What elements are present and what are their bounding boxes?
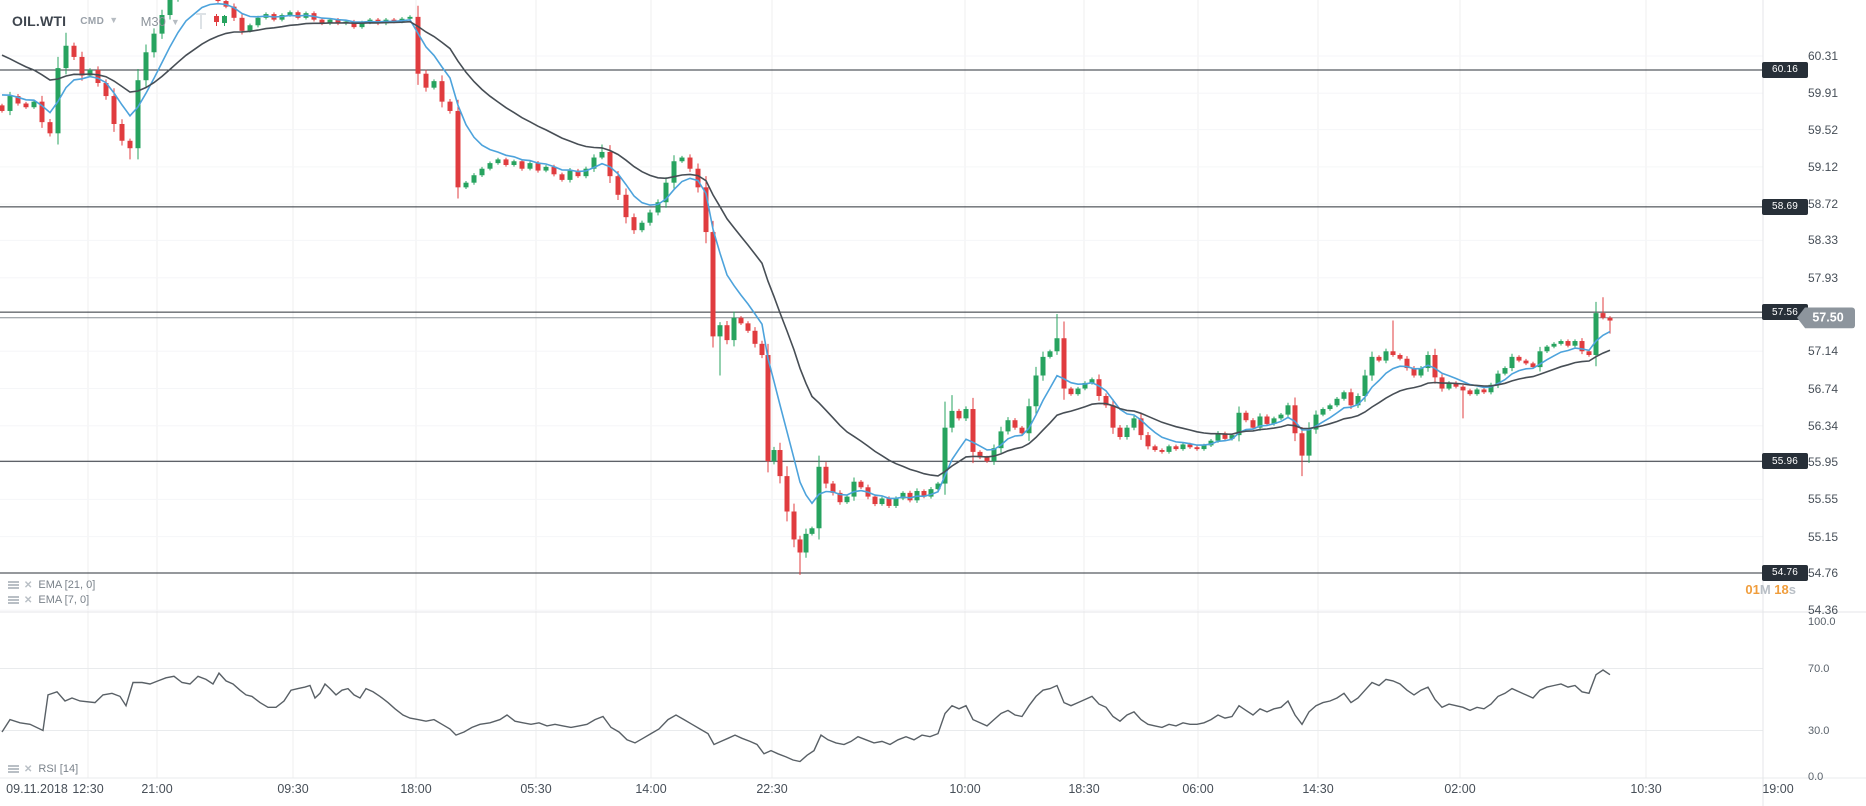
price-tick-label: 60.31 [1808, 49, 1839, 63]
crosshair-cursor-icon[interactable] [195, 13, 206, 29]
symbol-label: OIL.WTI [12, 13, 67, 29]
ema7-line [1, 2, 1611, 505]
market-dropdown[interactable]: CMD ▼ [80, 14, 119, 27]
time-tick-label: 14:30 [1302, 782, 1334, 796]
time-tick-label: 09:30 [277, 782, 309, 796]
market-label: CMD [80, 15, 105, 27]
time-tick-label: 12:30 [72, 782, 104, 796]
close-icon[interactable]: ✕ [24, 579, 33, 591]
time-tick-label: 10:00 [949, 782, 981, 796]
candles[interactable] [0, 0, 1613, 575]
countdown-minutes-unit: M [1759, 582, 1771, 597]
price-level-badge: 58.69 [1762, 198, 1808, 215]
price-level-badge: 54.76 [1762, 564, 1808, 581]
indicator-settings-icon[interactable] [8, 595, 19, 605]
price-tick-label: 59.91 [1808, 86, 1839, 101]
time-tick-label: 02:00 [1444, 782, 1476, 796]
rsi-tick-label: 100.0 [1808, 616, 1836, 628]
ema21-label: EMA [21, 0] [38, 579, 96, 591]
price-tick-label: 55.55 [1808, 492, 1839, 507]
rsi-tick-label: 30.0 [1808, 724, 1830, 737]
countdown-minutes: 01 [1745, 582, 1760, 597]
chart-toolbar: OIL.WTI CMD ▼ M30 ▼ [12, 12, 230, 30]
price-tick-label: 59.12 [1808, 159, 1839, 174]
close-icon[interactable]: ✕ [24, 763, 33, 775]
price-tick-label: 54.36 [1808, 603, 1839, 618]
time-tick-label: 22:30 [756, 782, 788, 796]
price-tick-label: 56.74 [1808, 381, 1839, 396]
countdown-seconds-unit: s [1788, 582, 1796, 597]
indicator-row-ema7: ✕ EMA [7, 0] [8, 594, 89, 606]
chevron-down-icon: ▼ [109, 14, 119, 25]
time-tick-label: 10:30 [1630, 782, 1662, 796]
candle-countdown-timer: 01M 18s [1745, 582, 1796, 597]
rsi-tick-label: 0.0 [1808, 771, 1824, 783]
time-tick-label: 18:30 [1068, 782, 1100, 796]
indicator-settings-icon[interactable] [8, 580, 19, 590]
price-tick-label: 59.52 [1808, 122, 1839, 137]
ema7-label: EMA [7, 0] [38, 594, 90, 606]
price-level-badge: 55.96 [1762, 453, 1808, 470]
time-axis[interactable]: 09.11.2018 12:30 21:00 09:30 18:00 05:30 14:00… [0, 778, 1866, 806]
close-icon[interactable]: ✕ [24, 594, 33, 606]
indicator-row-ema21: ✕ EMA [21, 0] [8, 579, 95, 591]
candlestick-chart-type-icon[interactable] [213, 12, 230, 30]
price-tick-label: 55.95 [1808, 455, 1839, 470]
ema21-line [1, 20, 1611, 477]
current-price-badge: 57.50 [1797, 307, 1855, 329]
rsi-tick-label: 70.0 [1808, 662, 1830, 675]
rsi-label: RSI [14] [38, 763, 79, 775]
price-tick-label: 58.72 [1808, 197, 1839, 212]
date-label: 09.11.2018 [6, 782, 68, 796]
rsi-line [1, 669, 1611, 763]
time-tick-label: 18:00 [400, 782, 432, 796]
price-tick-label: 54.76 [1808, 565, 1839, 580]
time-tick-label: 19:00 [1762, 782, 1794, 796]
price-axis[interactable]: 60.31 59.91 59.52 59.12 58.72 58.33 57.93 57.14… [1762, 0, 1866, 806]
time-tick-label: 14:00 [635, 782, 667, 796]
timeframe-dropdown[interactable]: M30 ▼ [141, 14, 180, 29]
timeframe-label: M30 [140, 13, 166, 29]
price-tick-label: 56.34 [1808, 418, 1839, 433]
indicator-settings-icon[interactable] [8, 764, 19, 774]
countdown-seconds: 18 [1774, 582, 1789, 597]
indicator-row-rsi: ✕ RSI [14] [8, 763, 78, 775]
time-tick-label: 05:30 [520, 782, 552, 796]
price-level-badge: 60.16 [1762, 61, 1808, 78]
time-tick-label: 06:00 [1182, 782, 1214, 796]
chevron-down-icon: ▼ [170, 16, 180, 27]
price-tick-label: 57.93 [1808, 270, 1839, 285]
time-tick-label: 21:00 [141, 782, 173, 796]
price-tick-label: 57.14 [1808, 344, 1839, 359]
price-tick-label: 58.33 [1808, 233, 1839, 248]
price-tick-label: 55.15 [1808, 529, 1839, 544]
price-level-badge: 57.56 [1762, 304, 1808, 321]
